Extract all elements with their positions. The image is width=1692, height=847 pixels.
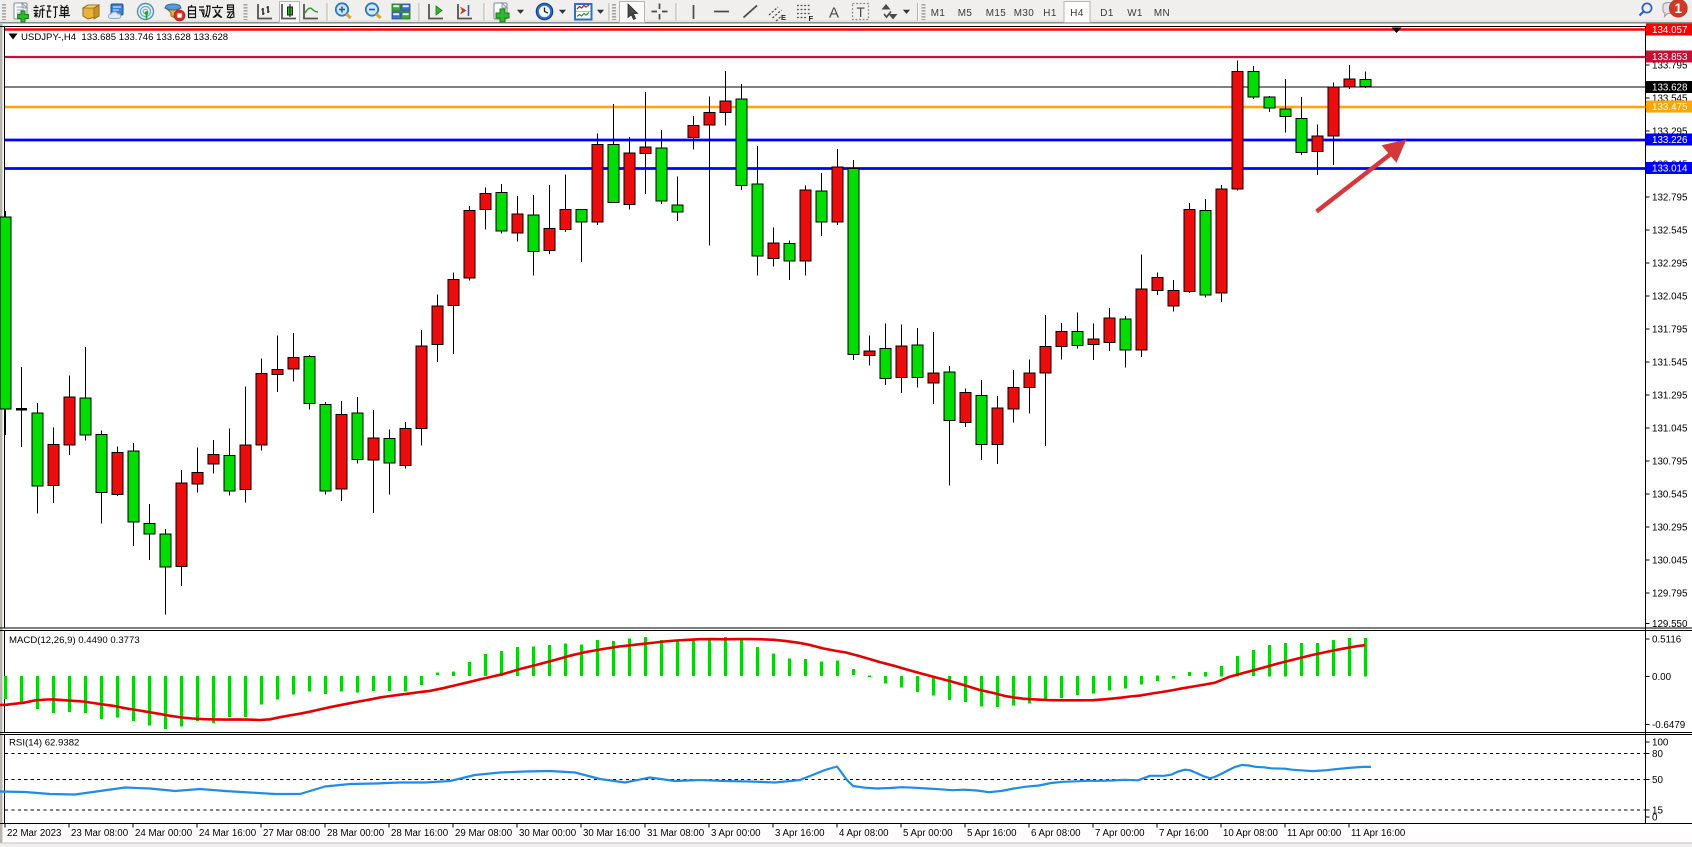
- svg-text:H4: H4: [1070, 8, 1084, 19]
- svg-text:131.295: 131.295: [1652, 390, 1688, 401]
- svg-text:28 Mar 16:00: 28 Mar 16:00: [391, 828, 449, 839]
- svg-text:31 Mar 08:00: 31 Mar 08:00: [647, 828, 705, 839]
- svg-text:M15: M15: [986, 8, 1007, 19]
- svg-text:30 Mar 00:00: 30 Mar 00:00: [519, 828, 577, 839]
- svg-text:4 Apr 08:00: 4 Apr 08:00: [839, 828, 889, 839]
- svg-text:MN: MN: [1154, 8, 1170, 19]
- svg-text:M5: M5: [958, 8, 973, 19]
- svg-text:7 Apr 00:00: 7 Apr 00:00: [1095, 828, 1145, 839]
- svg-text:133.295: 133.295: [1652, 126, 1688, 137]
- svg-text:22 Mar 2023: 22 Mar 2023: [7, 828, 61, 839]
- svg-text:E: E: [781, 13, 786, 22]
- svg-text:28 Mar 00:00: 28 Mar 00:00: [327, 828, 385, 839]
- svg-text:132.295: 132.295: [1652, 258, 1688, 269]
- svg-text:5 Apr 16:00: 5 Apr 16:00: [967, 828, 1017, 839]
- svg-text:W1: W1: [1127, 8, 1143, 19]
- svg-text:T: T: [857, 5, 865, 20]
- svg-text:132.545: 132.545: [1652, 225, 1688, 236]
- svg-text:15: 15: [1652, 805, 1663, 816]
- svg-text:7 Apr 16:00: 7 Apr 16:00: [1159, 828, 1209, 839]
- svg-text:11 Apr 00:00: 11 Apr 00:00: [1287, 828, 1342, 839]
- svg-text:24 Mar 00:00: 24 Mar 00:00: [135, 828, 193, 839]
- svg-text:A: A: [829, 5, 839, 22]
- svg-text:133.475: 133.475: [1652, 102, 1688, 113]
- svg-text:50: 50: [1652, 775, 1663, 786]
- svg-text:30 Mar 16:00: 30 Mar 16:00: [583, 828, 641, 839]
- svg-text:0.00: 0.00: [1652, 672, 1672, 683]
- svg-text:133.226: 133.226: [1652, 135, 1688, 146]
- svg-text:134.057: 134.057: [1652, 25, 1687, 36]
- svg-text:10 Apr 08:00: 10 Apr 08:00: [1223, 828, 1279, 839]
- svg-text:24 Mar 16:00: 24 Mar 16:00: [199, 828, 257, 839]
- svg-text:29 Mar 08:00: 29 Mar 08:00: [455, 828, 513, 839]
- svg-text:133.853: 133.853: [1652, 52, 1688, 63]
- svg-text:MACD(12,26,9) 0.4490 0.3773: MACD(12,26,9) 0.4490 0.3773: [9, 635, 140, 646]
- svg-text:D1: D1: [1100, 8, 1114, 19]
- svg-text:11 Apr 16:00: 11 Apr 16:00: [1351, 828, 1406, 839]
- svg-text:130.545: 130.545: [1652, 489, 1688, 500]
- svg-text:0.5116: 0.5116: [1652, 634, 1682, 645]
- svg-text:129.550: 129.550: [1652, 619, 1688, 630]
- svg-text:RSI(14) 62.9382: RSI(14) 62.9382: [9, 738, 79, 749]
- svg-text:M30: M30: [1014, 8, 1035, 19]
- svg-text:131.045: 131.045: [1652, 423, 1688, 434]
- svg-text:6 Apr 08:00: 6 Apr 08:00: [1031, 828, 1081, 839]
- svg-text:100: 100: [1652, 738, 1669, 749]
- svg-text:129.795: 129.795: [1652, 588, 1688, 599]
- svg-text:132.045: 132.045: [1652, 291, 1688, 302]
- svg-text:3 Apr 16:00: 3 Apr 16:00: [775, 828, 825, 839]
- svg-text:131.795: 131.795: [1652, 324, 1688, 335]
- svg-text:130.795: 130.795: [1652, 456, 1688, 467]
- svg-text:27 Mar 08:00: 27 Mar 08:00: [263, 828, 321, 839]
- svg-text:-0.6479: -0.6479: [1652, 720, 1685, 731]
- svg-text:133.545: 133.545: [1652, 93, 1688, 104]
- svg-text:132.795: 132.795: [1652, 192, 1688, 203]
- svg-text:H1: H1: [1043, 8, 1057, 19]
- svg-text:130.295: 130.295: [1652, 522, 1688, 533]
- svg-text:130.045: 130.045: [1652, 555, 1688, 566]
- svg-text:M1: M1: [931, 8, 946, 19]
- svg-text:131.545: 131.545: [1652, 357, 1688, 368]
- svg-text:USDJPY-,H4 133.685 133.746 13: USDJPY-,H4 133.685 133.746 133.628 133.6…: [21, 32, 228, 43]
- svg-text:133.014: 133.014: [1652, 164, 1688, 175]
- svg-text:133.795: 133.795: [1652, 60, 1688, 71]
- svg-text:80: 80: [1652, 749, 1663, 760]
- svg-text:23 Mar 08:00: 23 Mar 08:00: [71, 828, 129, 839]
- svg-text:133.628: 133.628: [1652, 83, 1688, 94]
- svg-text:5 Apr 00:00: 5 Apr 00:00: [903, 828, 953, 839]
- svg-text:F: F: [809, 14, 814, 23]
- svg-text:0: 0: [1652, 812, 1658, 823]
- svg-text:1: 1: [1675, 1, 1683, 16]
- svg-text:3 Apr 00:00: 3 Apr 00:00: [711, 828, 761, 839]
